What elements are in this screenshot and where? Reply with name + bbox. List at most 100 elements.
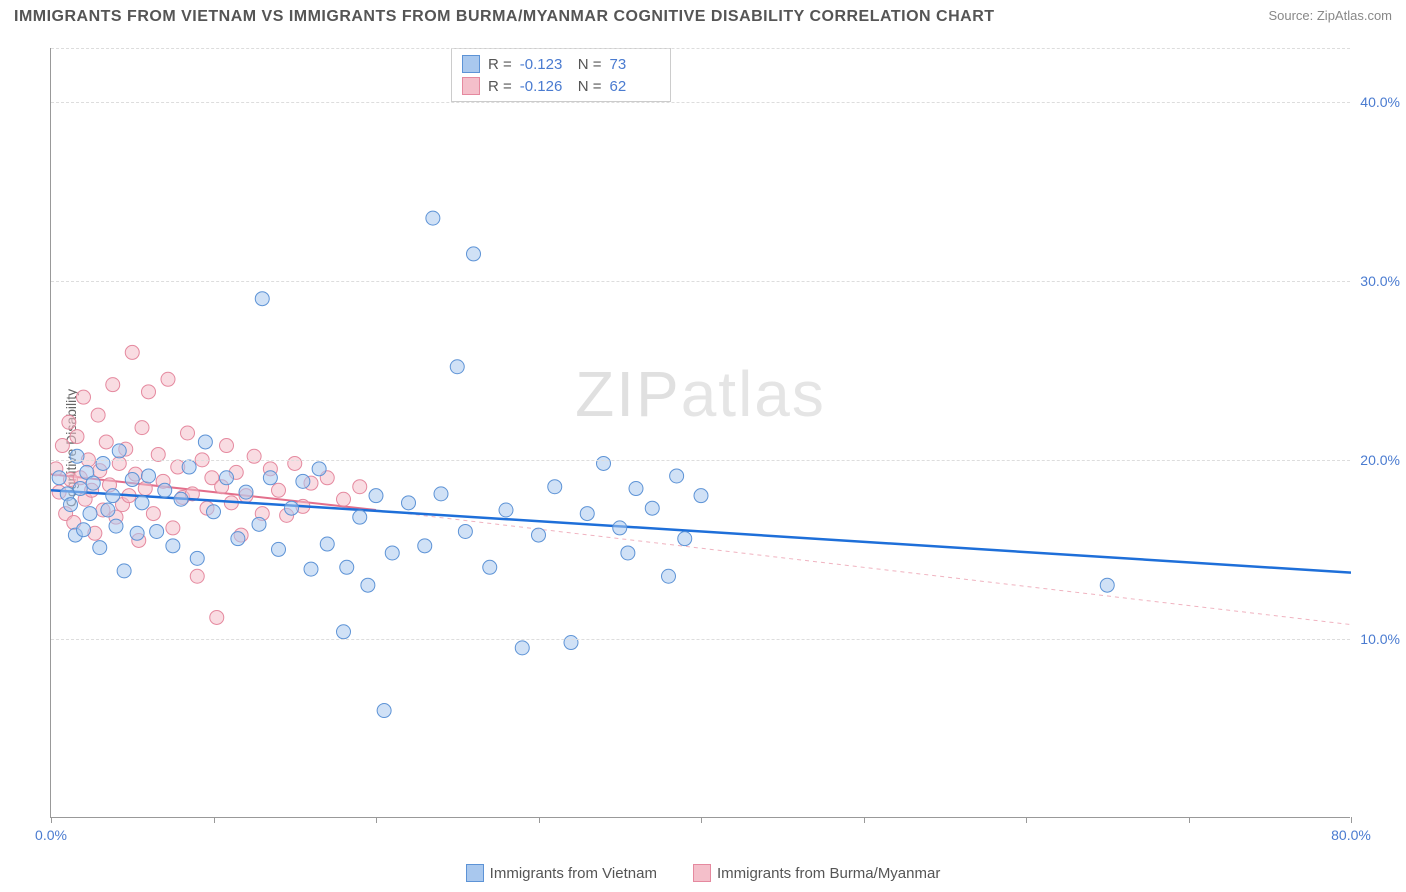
data-point [629,482,643,496]
data-point [288,456,302,470]
legend-item: Immigrants from Burma/Myanmar [693,864,940,882]
x-tick [1351,817,1352,823]
gridline [51,48,1350,49]
x-tick [1026,817,1027,823]
data-point [86,476,100,490]
data-point [138,482,152,496]
data-point [101,503,115,517]
data-point [369,489,383,503]
chart-container: Cognitive Disability ZIPatlas R =-0.123N… [50,48,1390,848]
y-tick-label: 10.0% [1360,631,1400,647]
data-point [304,562,318,576]
data-point [99,435,113,449]
y-tick-label: 30.0% [1360,273,1400,289]
data-point [678,532,692,546]
data-point [361,578,375,592]
data-point [96,456,110,470]
legend-swatch [466,864,484,882]
gridline [51,639,1350,640]
data-point [190,569,204,583]
data-point [272,542,286,556]
data-point [91,408,105,422]
data-point [220,471,234,485]
data-point [532,528,546,542]
data-point [337,492,351,506]
legend-swatch [693,864,711,882]
data-point [312,462,326,476]
data-point [450,360,464,374]
data-point [125,473,139,487]
data-point [320,537,334,551]
data-point [645,501,659,515]
data-point [252,517,266,531]
y-tick-label: 40.0% [1360,94,1400,110]
data-point [467,247,481,261]
data-point [1100,578,1114,592]
data-point [142,469,156,483]
data-point [64,498,78,512]
data-point [458,524,472,538]
data-point [272,483,286,497]
data-point [670,469,684,483]
data-point [70,430,84,444]
data-point [434,487,448,501]
x-tick-label: 0.0% [35,827,67,843]
gridline [51,281,1350,282]
data-point [77,390,91,404]
data-point [135,496,149,510]
data-point [112,456,126,470]
data-point [106,489,120,503]
legend-label: Immigrants from Burma/Myanmar [717,865,940,882]
data-point [52,471,66,485]
gridline [51,102,1350,103]
data-point [499,503,513,517]
data-point [166,521,180,535]
data-point [340,560,354,574]
data-point [621,546,635,560]
data-point [73,482,87,496]
data-point [109,519,123,533]
data-point [263,471,277,485]
data-point [77,523,91,537]
x-tick [51,817,52,823]
data-point [135,421,149,435]
data-point [83,507,97,521]
data-point [483,560,497,574]
x-tick [539,817,540,823]
data-point [296,474,310,488]
data-point [106,378,120,392]
data-point [231,532,245,546]
data-point [125,345,139,359]
x-tick [1189,817,1190,823]
data-point [182,460,196,474]
plot-svg [51,48,1351,818]
x-tick-label: 80.0% [1331,827,1371,843]
data-point [377,704,391,718]
legend-label: Immigrants from Vietnam [490,865,657,882]
bottom-legend: Immigrants from Vietnam Immigrants from B… [0,864,1406,886]
gridline [51,460,1350,461]
data-point [207,505,221,519]
data-point [220,439,234,453]
data-point [337,625,351,639]
data-point [385,546,399,560]
x-tick [701,817,702,823]
data-point [174,492,188,506]
data-point [181,426,195,440]
data-point [62,415,76,429]
data-point [418,539,432,553]
data-point [198,435,212,449]
y-tick-label: 20.0% [1360,452,1400,468]
data-point [580,507,594,521]
data-point [597,456,611,470]
data-point [130,526,144,540]
data-point [112,444,126,458]
data-point [515,641,529,655]
data-point [161,372,175,386]
data-point [70,449,84,463]
x-tick [214,817,215,823]
data-point [146,507,160,521]
chart-source: Source: ZipAtlas.com [1268,8,1392,23]
data-point [353,480,367,494]
data-point [190,551,204,565]
